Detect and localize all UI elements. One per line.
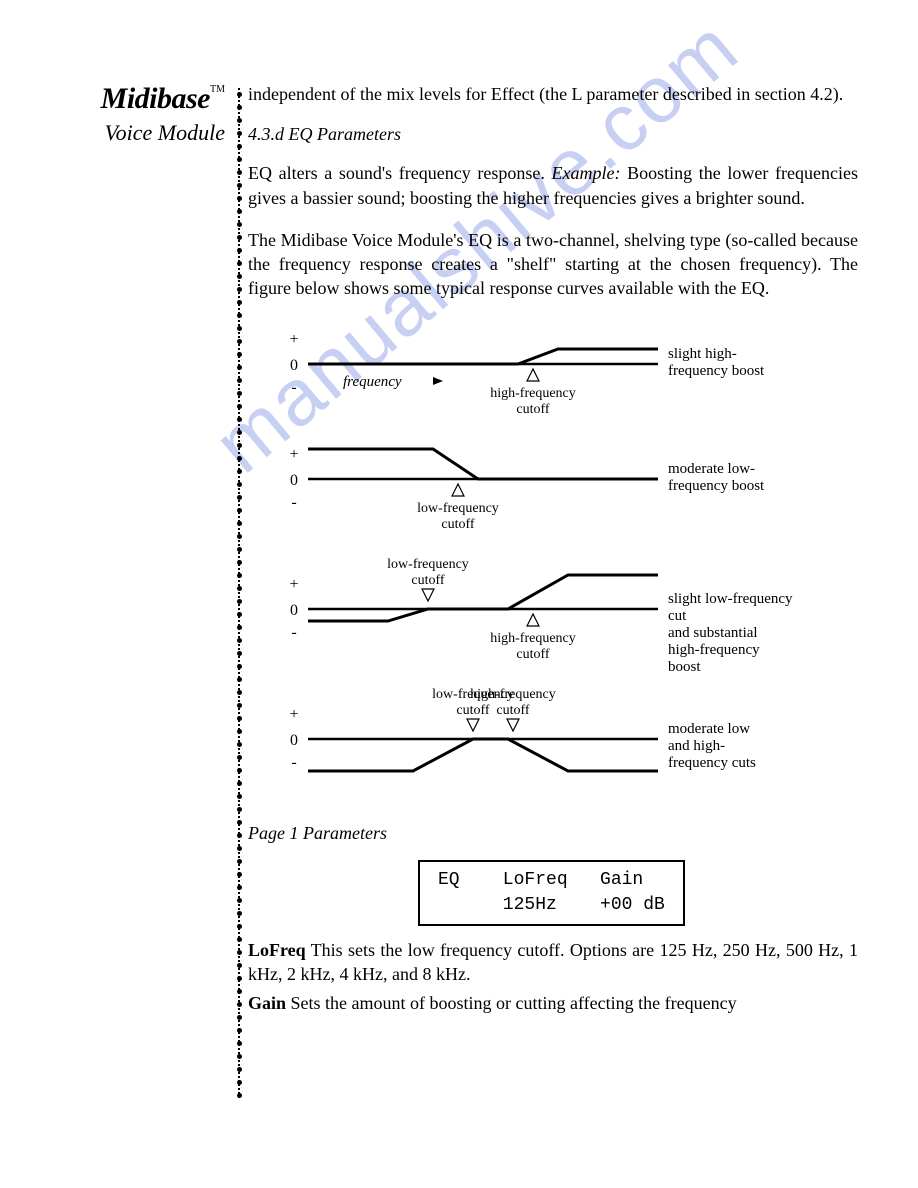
- gain-label: Gain: [248, 993, 286, 1013]
- svg-text:cutoff: cutoff: [441, 517, 475, 532]
- paragraph-2: The Midibase Voice Module's EQ is a two-…: [248, 228, 858, 301]
- svg-text:-: -: [291, 754, 296, 771]
- lofreq-label: LoFreq: [248, 940, 306, 960]
- svg-text:frequency boost: frequency boost: [668, 363, 765, 379]
- svg-text:moderate low: moderate low: [668, 721, 750, 737]
- svg-text:high-frequency: high-frequency: [490, 631, 576, 646]
- brand: Midibase: [101, 82, 210, 115]
- svg-text:slight low-frequency: slight low-frequency: [668, 591, 793, 607]
- svg-text:+: +: [289, 331, 298, 348]
- svg-text:and high-: and high-: [668, 738, 725, 754]
- svg-text:moderate low-: moderate low-: [668, 461, 755, 477]
- svg-text:cut: cut: [668, 608, 687, 624]
- eq-svg: +0-slight high-frequency boosthigh-frequ…: [258, 319, 818, 809]
- svg-text:+: +: [289, 446, 298, 463]
- intro-text: independent of the mix levels for Effect…: [248, 84, 843, 104]
- gain-para: Gain Sets the amount of boosting or cutt…: [248, 991, 858, 1015]
- p1-example: Example:: [552, 163, 621, 183]
- page: manualshive.com MidibaseTM Voice Module …: [0, 0, 918, 1188]
- svg-text:slight high-: slight high-: [668, 346, 737, 362]
- lofreq-para: LoFreq This sets the low frequency cutof…: [248, 938, 858, 987]
- svg-text:frequency: frequency: [343, 374, 402, 390]
- svg-text:cutoff: cutoff: [516, 402, 550, 417]
- paragraph-1: EQ alters a sound's frequency response. …: [248, 161, 858, 210]
- trademark: TM: [210, 84, 225, 95]
- lofreq-text: This sets the low frequency cutoff. Opti…: [248, 940, 858, 984]
- svg-text:low-frequency: low-frequency: [417, 501, 499, 516]
- svg-text:low-frequency: low-frequency: [387, 557, 469, 572]
- brand-line: MidibaseTM: [55, 82, 225, 116]
- svg-text:cutoff: cutoff: [496, 703, 530, 718]
- svg-text:+: +: [289, 706, 298, 723]
- lcd-line1: EQ LoFreq Gain: [438, 870, 643, 890]
- svg-text:-: -: [291, 624, 296, 641]
- svg-text:high-frequency: high-frequency: [668, 642, 760, 658]
- svg-text:0: 0: [290, 472, 298, 489]
- dotted-divider: [236, 88, 242, 1098]
- lcd-display: EQ LoFreq Gain 125Hz +00 dB: [418, 860, 685, 926]
- section-heading: 4.3.d EQ Parameters: [248, 124, 858, 145]
- subtitle: Voice Module: [55, 120, 225, 146]
- p1a: EQ alters a sound's frequency response.: [248, 163, 552, 183]
- svg-text:+: +: [289, 576, 298, 593]
- svg-text:0: 0: [290, 602, 298, 619]
- sidebar: MidibaseTM Voice Module: [55, 82, 225, 146]
- svg-text:and substantial: and substantial: [668, 625, 758, 641]
- eq-diagram: +0-slight high-frequency boosthigh-frequ…: [258, 319, 818, 809]
- svg-text:cutoff: cutoff: [411, 573, 445, 588]
- main-content: independent of the mix levels for Effect…: [248, 82, 858, 1015]
- svg-text:-: -: [291, 379, 296, 396]
- svg-text:high-frequency: high-frequency: [470, 687, 556, 702]
- page1-heading: Page 1 Parameters: [248, 823, 858, 844]
- svg-text:0: 0: [290, 732, 298, 749]
- gain-text: Sets the amount of boosting or cutting a…: [286, 993, 737, 1013]
- svg-text:cutoff: cutoff: [456, 703, 490, 718]
- svg-text:-: -: [291, 494, 296, 511]
- intro-paragraph: independent of the mix levels for Effect…: [248, 82, 858, 106]
- svg-text:frequency boost: frequency boost: [668, 478, 765, 494]
- svg-text:boost: boost: [668, 659, 701, 675]
- svg-text:0: 0: [290, 357, 298, 374]
- svg-text:cutoff: cutoff: [516, 647, 550, 662]
- svg-text:high-frequency: high-frequency: [490, 386, 576, 401]
- lcd-line2: 125Hz +00 dB: [438, 895, 665, 915]
- svg-text:frequency cuts: frequency cuts: [668, 755, 756, 771]
